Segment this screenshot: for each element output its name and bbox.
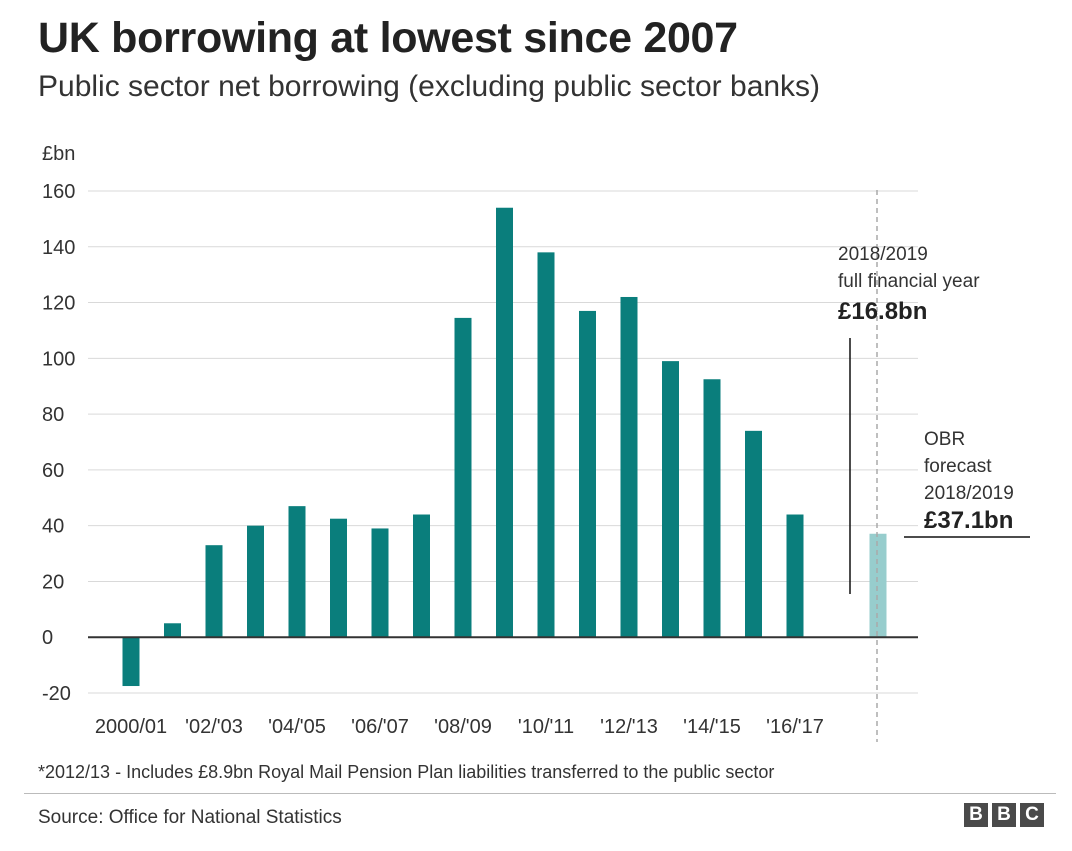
x-tick-label: '08/'09 [434,716,492,738]
annotation-forecast-line-2: forecast [924,456,992,477]
bar-2018-19 [869,533,887,638]
annotation-forecast-value: £37.1bn [924,507,1013,534]
bar-2008-09 [454,317,472,638]
chart-title: UK borrowing at lowest since 2007 [38,14,738,62]
x-tick-label: '12/'13 [600,716,658,738]
y-tick-label: 40 [42,516,64,538]
bar-2016-17 [786,514,804,638]
bar-2004-05 [288,506,306,638]
bar-2014-15 [703,379,721,638]
bbc-logo-letter: B [964,803,988,827]
bar-2005-06 [330,518,347,638]
y-tick-label: 60 [42,460,64,482]
y-tick-label: 0 [42,627,53,649]
x-tick-label: '14/'15 [683,716,741,738]
bbc-logo: B B C [964,803,1044,827]
annotation-actual-line-2: full financial year [838,271,980,292]
bar-2001-02 [164,623,181,638]
bbc-logo-letter: B [992,803,1016,827]
y-axis-ticks: -20 0 20 40 60 80 100 120 140 160 [42,181,75,705]
annotation-forecast-line-1: OBR [924,429,965,450]
bar-2002-03 [205,545,223,638]
annotation-forecast-line-3: 2018/2019 [924,483,1014,504]
bar-2009-10 [496,207,513,638]
bar-2013-14 [662,361,679,638]
y-tick-label: 100 [42,348,75,370]
bar-2006-07 [371,528,389,638]
annotation-actual: 2018/2019 full financial year £16.8bn [838,244,980,594]
footnote: *2012/13 - Includes £8.9bn Royal Mail Pe… [38,762,775,782]
bar-2007-08 [413,514,430,638]
y-axis-unit-label: £bn [42,143,75,165]
y-tick-label: 20 [42,571,64,593]
bar-2012-13 [620,296,638,638]
y-tick-label: -20 [42,683,71,705]
x-tick-label: '02/'03 [185,716,243,738]
bbc-logo-letter: C [1020,803,1044,827]
annotation-actual-value: £16.8bn [838,298,927,325]
bar-2015-16 [745,430,762,638]
source-text: Source: Office for National Statistics [38,807,342,828]
x-tick-label: '10/'11 [518,716,574,738]
x-tick-label: '16/'17 [766,716,824,738]
bar-2003-04 [247,525,264,638]
bar-2010-11 [537,252,555,638]
bar-chart: £bn -20 0 20 40 60 80 100 120 140 160 2000/01 '02/… [42,143,1030,742]
annotation-forecast: OBR forecast 2018/2019 £37.1bn [904,429,1030,538]
bar-2011-12 [579,310,596,638]
bars [122,207,887,687]
bar-2000-01 [122,637,140,687]
y-tick-label: 120 [42,293,75,315]
y-tick-label: 140 [42,237,75,259]
x-tick-label: '06/'07 [351,716,409,738]
y-tick-label: 160 [42,181,75,203]
x-tick-label: '04/'05 [268,716,326,738]
footer-divider [24,793,1056,794]
x-axis-ticks: 2000/01 '02/'03 '04/'05 '06/'07 '08/'09 '10/'… [95,716,824,738]
y-tick-label: 80 [42,404,64,426]
chart-subtitle: Public sector net borrowing (excluding p… [38,70,821,103]
annotation-actual-line-1: 2018/2019 [838,244,928,265]
x-tick-label: 2000/01 [95,716,167,738]
